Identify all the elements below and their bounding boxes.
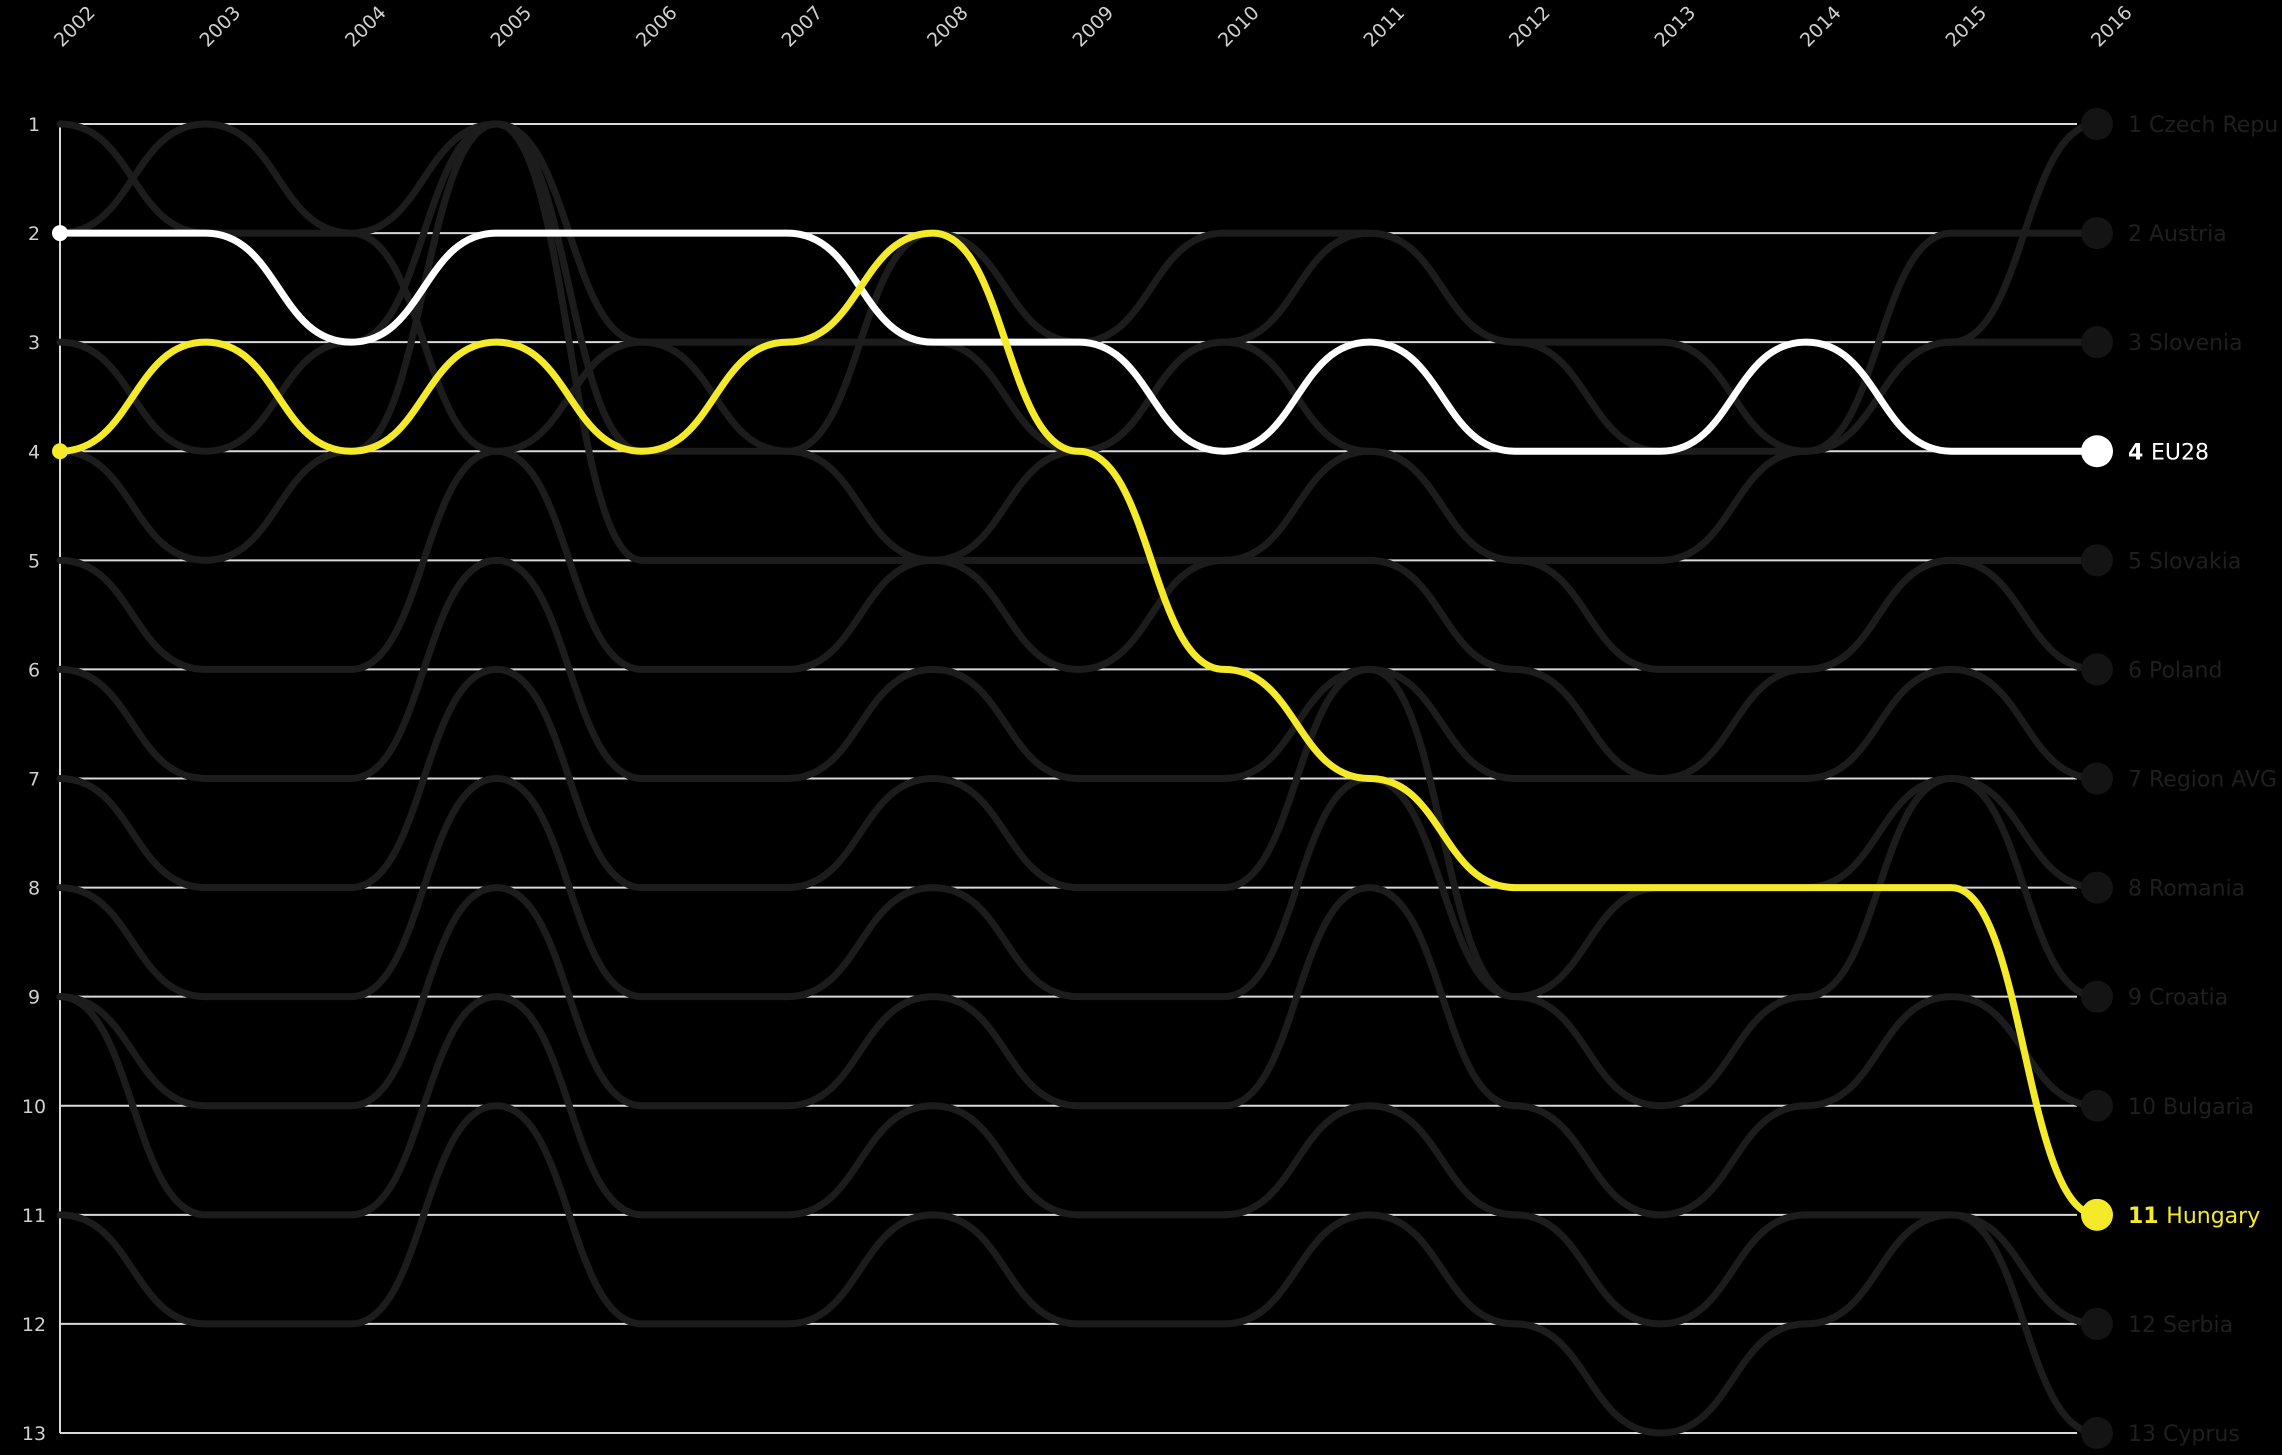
series-end-label-romania: 8 Romania xyxy=(2128,877,2245,902)
series-end-point-poland xyxy=(2081,653,2113,686)
series-end-point-serbia xyxy=(2081,1307,2113,1340)
series-line-eu28 xyxy=(56,229,2101,455)
series-end-labels: 4 EU28 11 Hungary 1 Czech Repu 2 Austria 3 S… xyxy=(2128,113,2278,1447)
series-line-romania xyxy=(56,665,2101,1001)
y-tick-label: 10 xyxy=(22,1096,46,1118)
series-end-point-hungary xyxy=(2081,1198,2113,1231)
series-end-label-eu28: 4 EU28 xyxy=(2128,440,2209,465)
series-line-region-avg xyxy=(56,556,2101,783)
series-line-bulgaria xyxy=(56,884,2101,1219)
series-end-label-slovenia: 3 Slovenia xyxy=(2128,331,2243,356)
series-end-label-cyprus: 13 Cyprus xyxy=(2128,1422,2240,1447)
series-line-croatia xyxy=(56,774,2101,1110)
series-end-point-bulgaria xyxy=(2081,1089,2113,1122)
series-start-point-hungary xyxy=(52,443,68,460)
series-end-point-eu28 xyxy=(2081,435,2113,468)
x-tick-label: 2007 xyxy=(777,2,827,52)
context-series-lines xyxy=(56,120,2101,1437)
y-tick-label: 11 xyxy=(22,1205,46,1227)
x-tick-label: 2004 xyxy=(341,2,391,52)
series-line-serbia xyxy=(56,993,2101,1328)
series-line-slovenia xyxy=(56,120,2101,564)
series-end-point-czech-repu xyxy=(2081,108,2113,140)
series-end-label-austria: 2 Austria xyxy=(2128,222,2227,247)
series-end-point-croatia xyxy=(2081,980,2113,1013)
y-tick-label: 12 xyxy=(22,1314,46,1336)
x-tick-label: 2010 xyxy=(1214,2,1264,52)
x-tick-label: 2009 xyxy=(1068,2,1118,52)
series-end-point-austria xyxy=(2081,217,2113,250)
series-line-austria xyxy=(56,120,2101,455)
x-tick-label: 2012 xyxy=(1505,2,1555,52)
series-end-label-hungary: 11 Hungary xyxy=(2128,1204,2260,1229)
x-tick-label: 2002 xyxy=(50,2,100,52)
y-tick-label: 2 xyxy=(28,223,40,245)
series-line-poland xyxy=(56,447,2101,783)
series-end-label-bulgaria: 10 Bulgaria xyxy=(2128,1095,2254,1120)
series-end-point-slovenia xyxy=(2081,326,2113,359)
y-tick-label: 7 xyxy=(28,769,40,791)
x-tick-label: 2015 xyxy=(1941,2,1991,52)
x-tick-label: 2008 xyxy=(923,2,973,52)
series-end-label-croatia: 9 Croatia xyxy=(2128,986,2228,1011)
series-end-point-region-avg xyxy=(2081,762,2113,795)
series-end-label-serbia: 12 Serbia xyxy=(2128,1313,2233,1338)
x-tick-label: 2014 xyxy=(1796,2,1846,52)
x-tick-label: 2006 xyxy=(632,2,682,52)
x-tick-label: 2011 xyxy=(1359,2,1409,52)
x-tick-label: 2013 xyxy=(1650,2,1700,52)
highlight-series-lines xyxy=(56,229,2101,1219)
series-end-point-cyprus xyxy=(2081,1417,2113,1449)
series-end-point-slovakia xyxy=(2081,544,2113,577)
y-tick-label: 1 xyxy=(28,114,40,136)
series-end-markers xyxy=(52,108,2113,1449)
series-end-label-czech-repu: 1 Czech Repu xyxy=(2128,113,2278,138)
y-tick-label: 8 xyxy=(28,878,40,900)
series-end-label-slovakia: 5 Slovakia xyxy=(2128,549,2241,574)
y-tick-label: 4 xyxy=(28,441,40,463)
y-tick-label: 9 xyxy=(28,987,40,1009)
series-end-label-region-avg: 7 Region AVG xyxy=(2128,768,2277,793)
series-line-slovakia xyxy=(56,120,2101,673)
x-tick-label: 2005 xyxy=(486,2,536,52)
series-start-point-eu28 xyxy=(52,225,68,242)
series-end-point-romania xyxy=(2081,871,2113,904)
series-line-czech-repu xyxy=(56,120,2101,455)
y-tick-label: 3 xyxy=(28,332,40,354)
series-end-label-poland: 6 Poland xyxy=(2128,658,2222,683)
series-line-hungary xyxy=(56,229,2101,1219)
x-axis-year-labels: 2002 2003 2004 2005 2006 2007 2008 2009 2010 2011… xyxy=(50,2,2137,52)
x-tick-label: 2016 xyxy=(2087,2,2137,52)
x-tick-label: 2003 xyxy=(195,2,245,52)
y-tick-label: 6 xyxy=(28,659,40,681)
series-line-cyprus xyxy=(56,1102,2101,1437)
y-tick-label: 5 xyxy=(28,550,40,572)
y-tick-label: 13 xyxy=(22,1423,46,1445)
